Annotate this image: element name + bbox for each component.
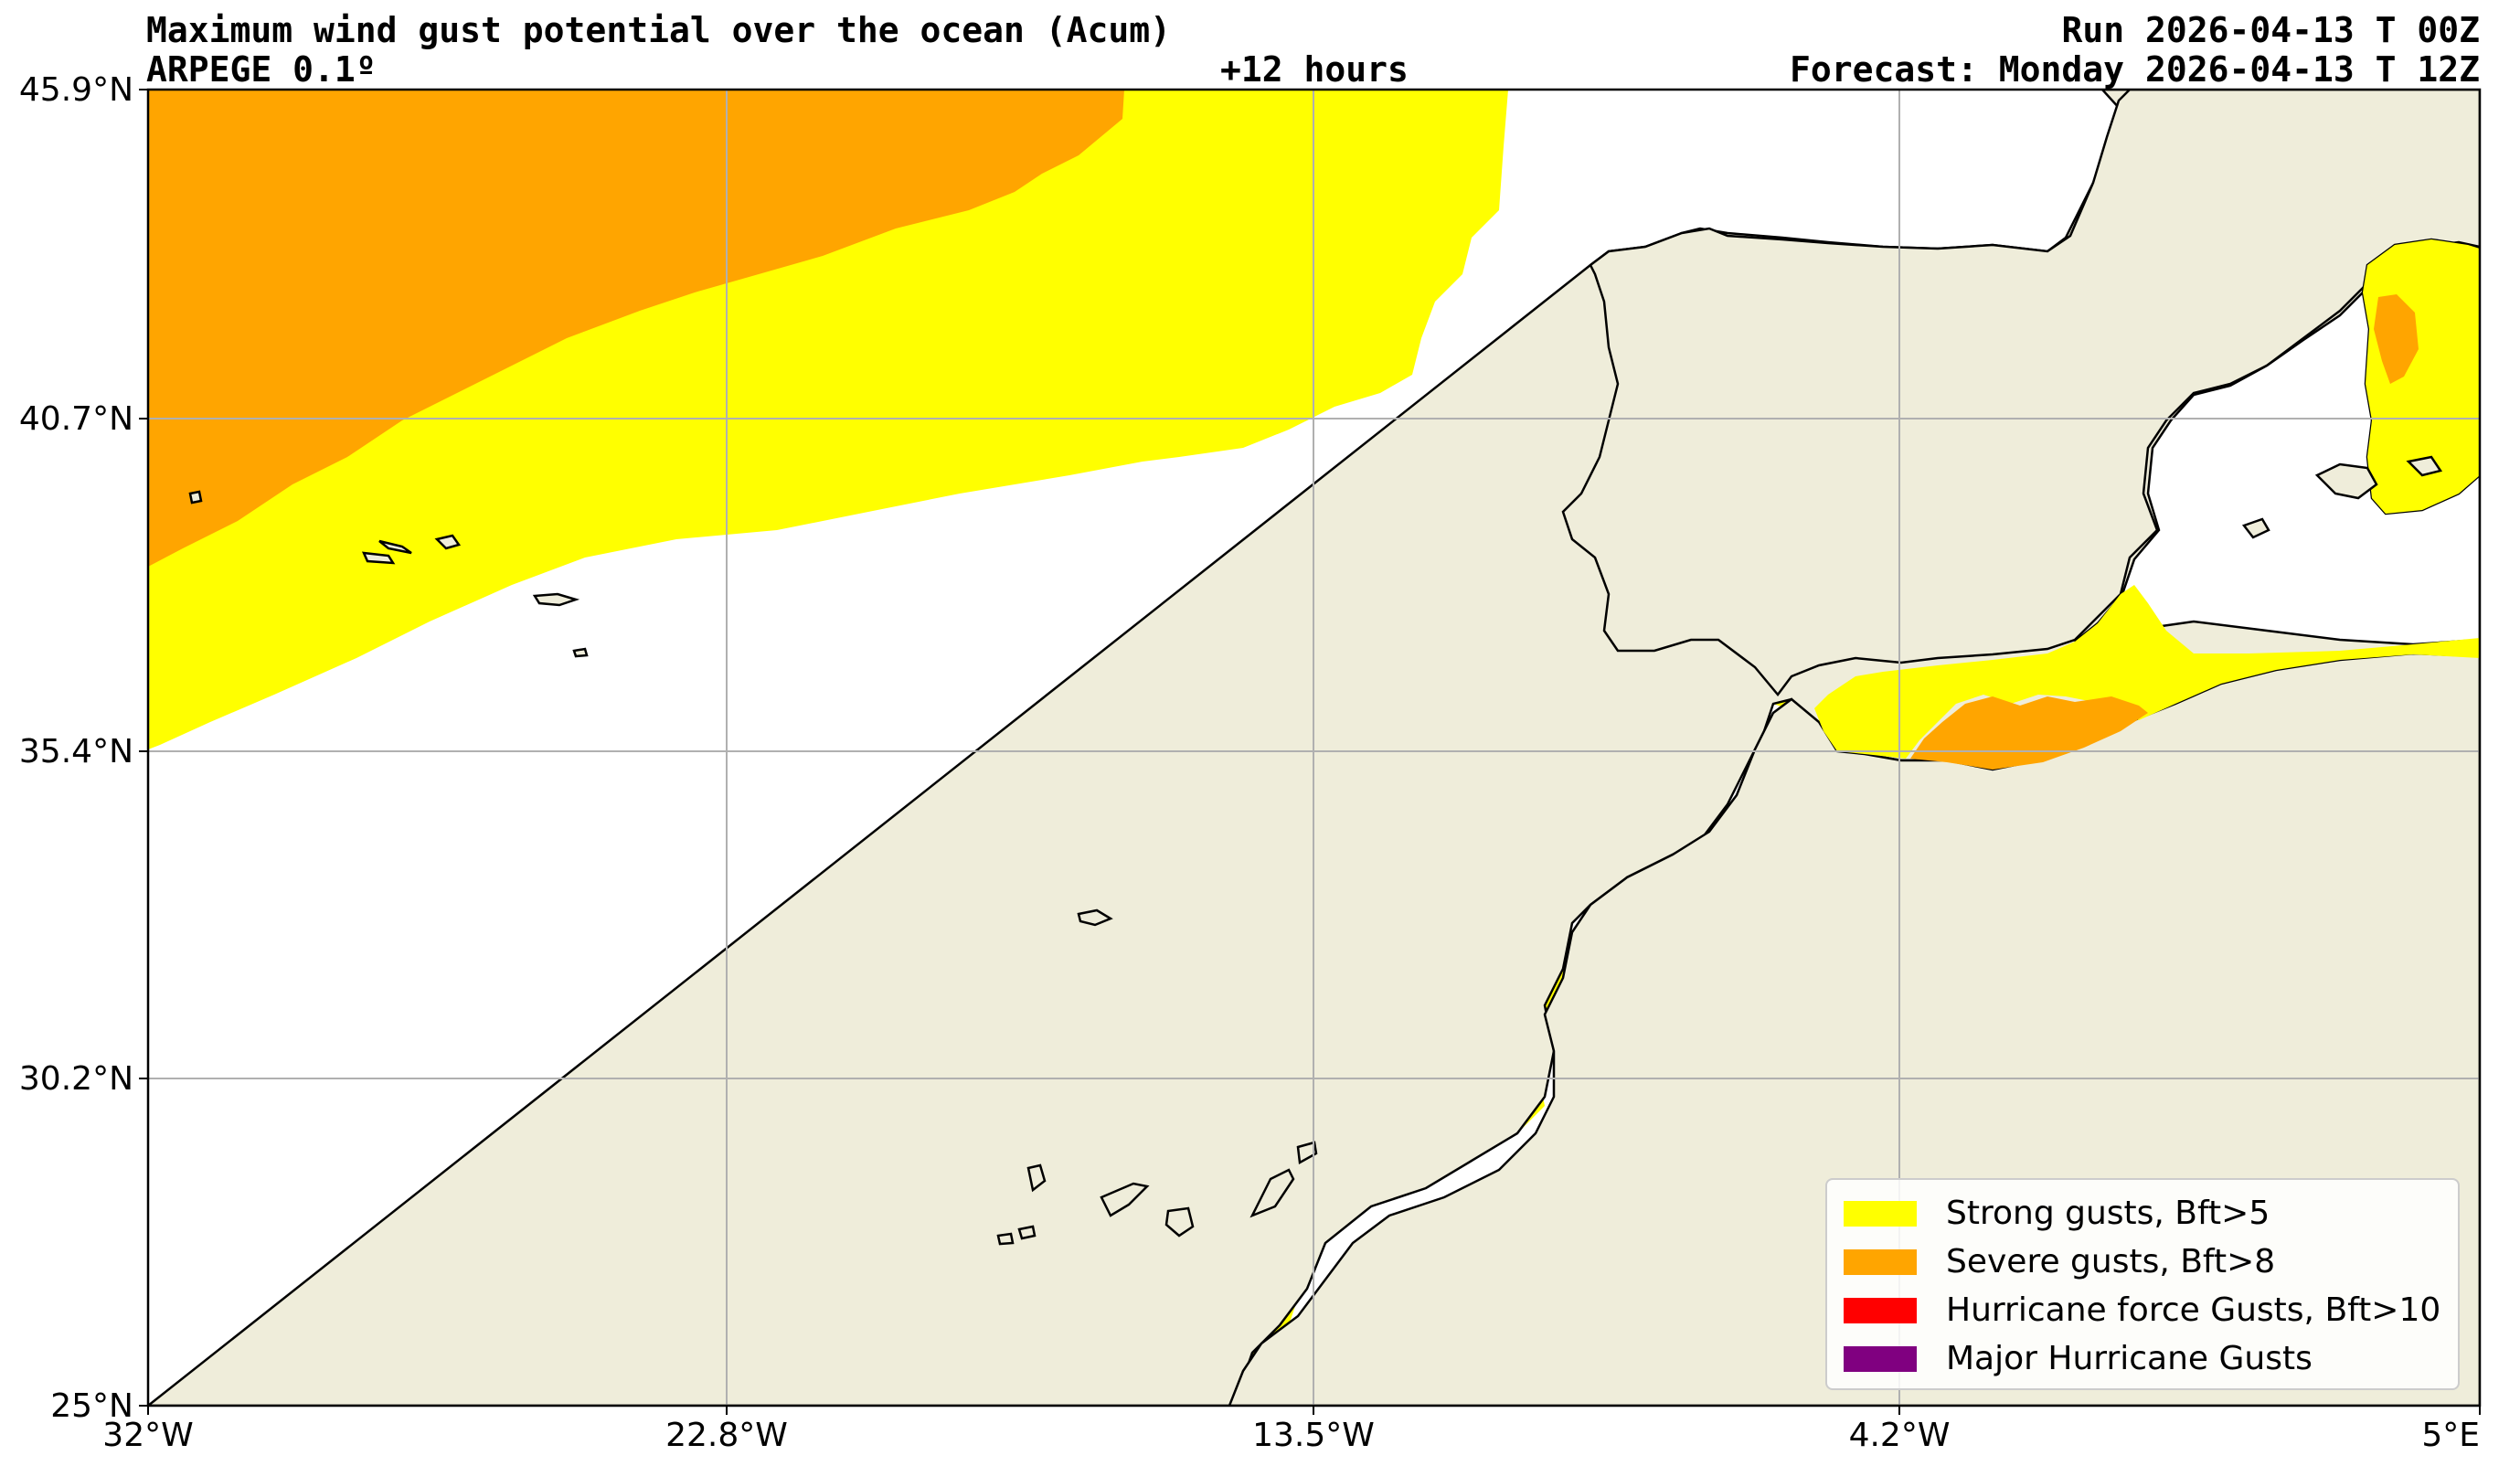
ytick-label-3: 35.4°N <box>19 733 133 770</box>
island-balearic-mallorca <box>2314 462 2378 500</box>
island-azores-pico <box>361 551 396 565</box>
island-canary-lapalma <box>1026 1163 1047 1193</box>
legend-label-strong: Strong gusts, Bft>5 <box>1946 1195 2270 1232</box>
legend-item-hurricane: Hurricane force Gusts, Bft>10 <box>1844 1286 2441 1334</box>
island-canary-hierro <box>996 1232 1015 1246</box>
legend-item-severe: Severe gusts, Bft>8 <box>1844 1238 2441 1286</box>
xtick-label-1: 32°W <box>102 1417 193 1454</box>
land-iberia <box>1561 90 2480 697</box>
lead-time-label: +12 hours <box>1220 49 1409 90</box>
island-azores-saojorge <box>378 539 412 555</box>
legend-swatch-severe <box>1844 1248 1917 1275</box>
island-azores-flores <box>188 490 203 505</box>
forecast-label: Forecast: Monday 2026-04-13 T 12Z <box>1790 49 2480 90</box>
legend-swatch-hurricane <box>1844 1297 1917 1323</box>
island-canary-lanzarote <box>1296 1141 1318 1164</box>
island-balearic-menorca <box>2406 455 2443 477</box>
severe-gust-zone-atlantic <box>148 90 1124 567</box>
map-title: Maximum wind gust potential over the oce… <box>146 10 1172 50</box>
legend-item-strong: Strong gusts, Bft>5 <box>1844 1189 2441 1238</box>
xtick-label-4: 4.2°W <box>1849 1417 1951 1454</box>
island-canary-fuerteventura <box>1249 1168 1295 1218</box>
xtick-label-3: 13.5°W <box>1252 1417 1375 1454</box>
ytick-label-1: 45.9°N <box>19 71 133 109</box>
island-canary-grancanaria <box>1164 1206 1195 1238</box>
severe-gust-zone-corsica-over <box>2374 294 2419 384</box>
island-canary-gomera <box>1017 1225 1037 1240</box>
tick-marks <box>139 89 2481 1415</box>
ytick-label-2: 40.7°N <box>19 400 133 438</box>
island-madeira <box>1077 908 1113 927</box>
legend-label-major-hurricane: Major Hurricane Gusts <box>1946 1340 2313 1377</box>
xtick-label-2: 22.8°W <box>665 1417 788 1454</box>
xtick-label-5: 5°E <box>2421 1417 2480 1454</box>
legend-label-hurricane: Hurricane force Gusts, Bft>10 <box>1946 1291 2441 1329</box>
legend-label-severe: Severe gusts, Bft>8 <box>1946 1243 2276 1280</box>
legend: Strong gusts, Bft>5 Severe gusts, Bft>8 … <box>1825 1178 2460 1390</box>
ytick-label-4: 30.2°N <box>19 1060 133 1098</box>
run-label: Run 2026-04-13 T 00Z <box>2061 10 2480 50</box>
legend-item-major-hurricane: Major Hurricane Gusts <box>1844 1334 2441 1383</box>
legend-swatch-strong <box>1844 1200 1917 1227</box>
island-azores-terceira <box>434 534 462 550</box>
island-azores-santamaria <box>572 647 589 658</box>
strong-gust-zone-med-east <box>1814 585 2480 759</box>
ytick-label-5: 25°N <box>50 1387 133 1425</box>
legend-swatch-major-hurricane <box>1844 1345 1917 1372</box>
island-azores-saomiguel <box>532 592 580 607</box>
model-label: ARPEGE 0.1º <box>146 49 377 90</box>
island-balearic-ibiza <box>2241 517 2270 539</box>
island-canary-tenerife <box>1100 1182 1150 1217</box>
